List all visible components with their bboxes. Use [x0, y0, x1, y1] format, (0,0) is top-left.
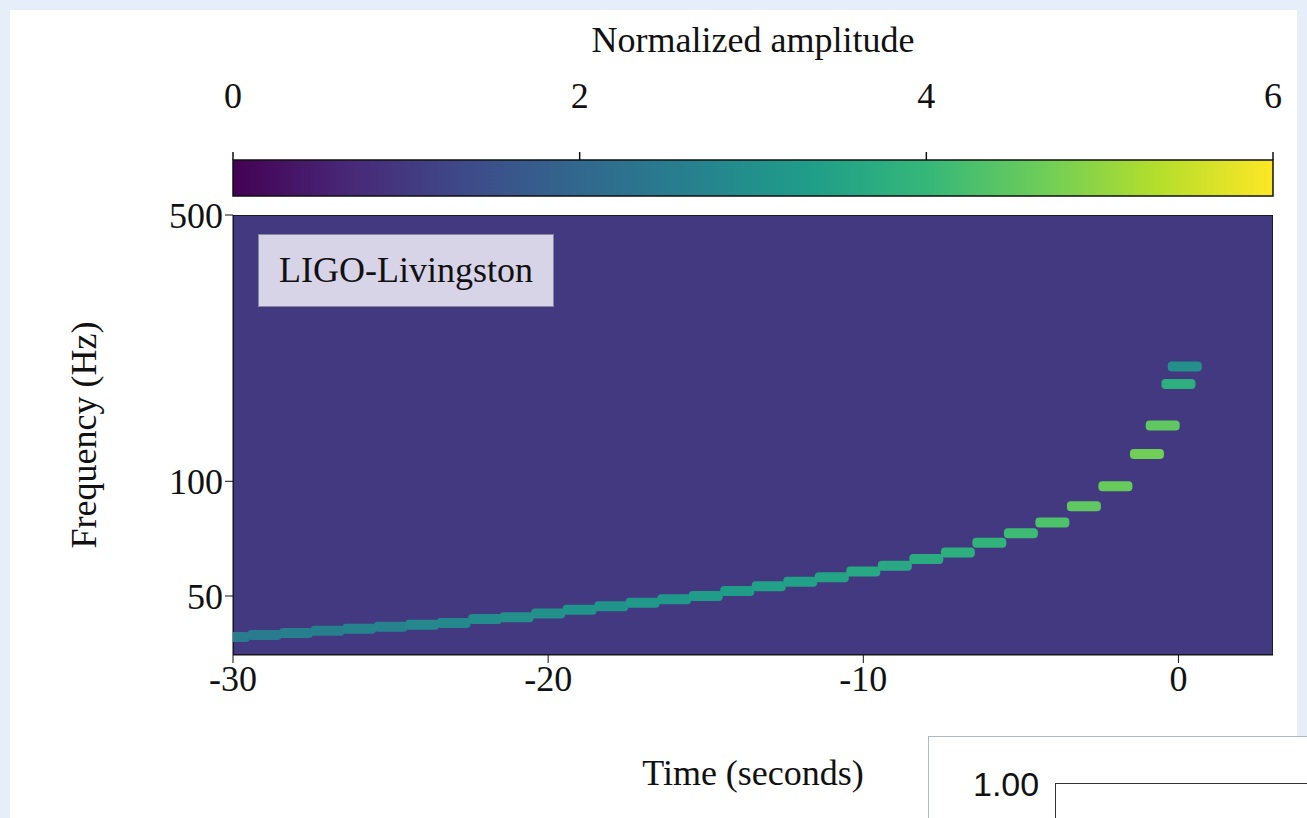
svg-text:Frequency (Hz): Frequency (Hz)	[64, 322, 104, 549]
svg-text:-10: -10	[839, 659, 887, 699]
svg-text:0: 0	[224, 76, 242, 116]
svg-text:-20: -20	[524, 659, 572, 699]
svg-text:100: 100	[169, 462, 223, 502]
html-text:LIGO-Livingston: LIGO-Livingston	[279, 250, 533, 290]
svg-text:4: 4	[917, 76, 935, 116]
svg-text:Time (seconds): Time (seconds)	[642, 753, 864, 793]
svg-text:2: 2	[571, 76, 589, 116]
svg-text:0: 0	[1169, 659, 1187, 699]
svg-text:500: 500	[169, 196, 223, 236]
svg-text:Normalized amplitude: Normalized amplitude	[592, 20, 915, 60]
svg-text:50: 50	[187, 577, 223, 617]
svg-text:-30: -30	[209, 659, 257, 699]
html-text:1.00: 1.00	[973, 765, 1040, 803]
svg-text:6: 6	[1264, 76, 1282, 116]
